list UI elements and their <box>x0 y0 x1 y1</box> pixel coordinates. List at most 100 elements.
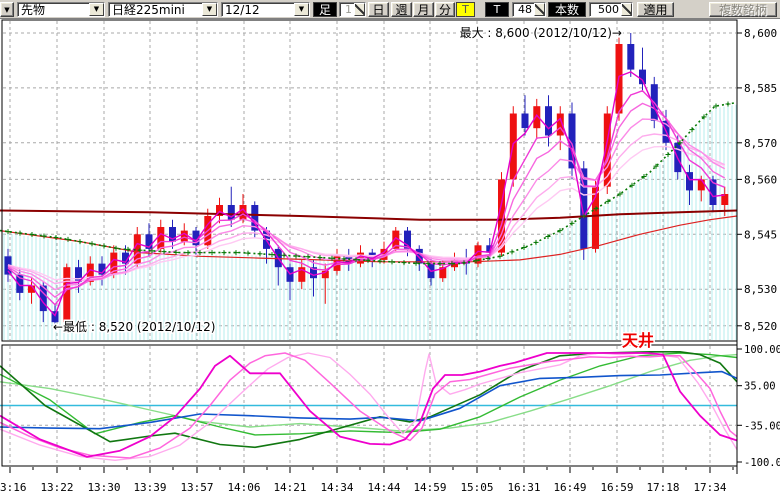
candle-body <box>486 245 494 253</box>
right-axis: 8,600 8,585 8,570 8,560 8,545 8,530 8,520 100.0… <box>736 20 780 474</box>
time-axis-label: 13:57 <box>180 481 213 494</box>
period-day-button[interactable]: 日 <box>368 2 389 17</box>
price-axis-label: 8,530 <box>744 283 777 296</box>
maroon-ma-line <box>0 209 738 221</box>
candle-body <box>227 205 235 220</box>
oscillator-axis-label: 100.00 <box>744 344 780 356</box>
multi-symbol-button[interactable]: 複数銘柄 <box>709 2 777 17</box>
price-axis-label: 8,520 <box>744 320 777 333</box>
candle-body <box>568 113 576 169</box>
candle-body <box>498 179 505 253</box>
instrument-type-value: 先物 <box>21 3 46 17</box>
time-axis-label: 14:34 <box>320 481 353 494</box>
candle-body <box>686 172 693 191</box>
candle-body <box>333 256 341 271</box>
candle-body <box>157 227 165 249</box>
candle-body <box>639 69 646 85</box>
spin-icon[interactable] <box>534 3 545 16</box>
red-ma-line <box>0 215 738 263</box>
period-week-button[interactable]: 週 <box>391 2 412 17</box>
count-spinner[interactable]: 48 <box>512 2 546 17</box>
candle-body <box>545 106 552 136</box>
tick-toggle-yellow-button[interactable]: T <box>456 2 475 17</box>
time-axis-label: 14:21 <box>273 481 306 494</box>
price-axis-label: 8,600 <box>744 27 777 40</box>
candle-body <box>298 267 306 282</box>
candle-body <box>169 227 176 242</box>
candle-body <box>51 311 59 323</box>
time-axis-label: 13:16 <box>0 481 27 494</box>
contract-date-combo[interactable]: 12/12 ▼ <box>221 2 310 17</box>
oscillator-axis-label: -35.00 <box>744 420 780 432</box>
chart-annotation: 最大 : 8,600 (2012/10/12)→ <box>460 26 622 40</box>
candle-body <box>533 106 541 129</box>
ashi-bar-button[interactable]: 足 <box>313 2 337 17</box>
candle-body <box>709 179 717 205</box>
ribbon-line <box>7 118 726 291</box>
candle-body <box>192 230 200 246</box>
spin-icon[interactable] <box>354 3 365 16</box>
bars-value: 500 <box>598 3 619 16</box>
pink-rci <box>0 352 738 459</box>
candle-body <box>86 263 94 282</box>
time-axis-label: 14:06 <box>227 481 260 494</box>
time-axis-label: 17:34 <box>693 481 726 494</box>
period-minute-button[interactable]: 分 <box>435 2 455 17</box>
time-axis-label: 14:44 <box>367 481 400 494</box>
oscillator-axis-label: 35.00 <box>744 381 776 393</box>
dark-green-rci <box>0 350 738 449</box>
candle-body <box>321 270 329 279</box>
chevron-down-icon[interactable]: ▼ <box>294 3 309 16</box>
candle-body <box>721 194 729 205</box>
mid-green-rci <box>0 352 738 436</box>
candle-body <box>310 267 317 279</box>
interval-spinner[interactable]: 1 <box>339 2 366 17</box>
green-ma-line <box>0 101 738 267</box>
hatch-fill <box>3 104 737 340</box>
ribbon-line <box>7 133 726 285</box>
price-axis-label: 8,560 <box>744 173 777 186</box>
count-value: 48 <box>518 3 532 16</box>
chart-annotation: ←最低 : 8,520 (2012/10/12) <box>53 320 215 334</box>
candle-body <box>122 252 129 264</box>
apply-button[interactable]: 適用 <box>637 2 674 17</box>
instrument-name-value: 日経225mini <box>112 3 185 17</box>
magenta-rci <box>0 352 738 458</box>
candle-body <box>439 267 447 279</box>
candle-body <box>392 230 400 249</box>
candle-body <box>251 205 259 231</box>
chart-annotation: 天井 <box>622 331 654 350</box>
ema-ribbon <box>7 71 726 317</box>
oscillator-axis-label: -100.00 <box>744 457 780 469</box>
chevron-down-icon: ▼ <box>4 5 10 14</box>
candle-body <box>39 285 47 312</box>
candle-body <box>75 267 82 282</box>
interval-value: 1 <box>345 3 352 16</box>
period-month-button[interactable]: 月 <box>413 2 434 17</box>
bar-count-mode-button[interactable]: 本数 <box>548 2 586 17</box>
time-axis: 13:16 13:22 13:30 13:39 13:57 14:06 14:21 14:34… <box>0 467 734 494</box>
candle-body <box>592 186 599 249</box>
time-axis-label: 15:05 <box>460 481 493 494</box>
candle-body <box>404 230 411 249</box>
instrument-name-combo[interactable]: 日経225mini ▼ <box>108 2 218 17</box>
edge-combo-arrow-button[interactable]: ▼ <box>0 2 14 17</box>
spin-icon[interactable] <box>621 3 632 16</box>
tick-toggle-black-button[interactable]: T <box>485 2 509 17</box>
chevron-down-icon[interactable]: ▼ <box>202 3 217 16</box>
bars-spinner[interactable]: 500 <box>589 2 633 17</box>
candle-body <box>216 205 223 216</box>
candle-body <box>16 274 24 293</box>
light-green-rci <box>0 353 738 432</box>
candle-body <box>110 252 118 275</box>
candle-body <box>603 113 611 187</box>
time-axis-label: 13:30 <box>87 481 120 494</box>
ribbon-line <box>7 89 726 306</box>
candle-body <box>474 245 482 264</box>
instrument-type-combo[interactable]: 先物 ▼ <box>17 2 105 17</box>
chevron-down-icon[interactable]: ▼ <box>89 3 104 16</box>
time-axis-label: 16:59 <box>600 481 633 494</box>
